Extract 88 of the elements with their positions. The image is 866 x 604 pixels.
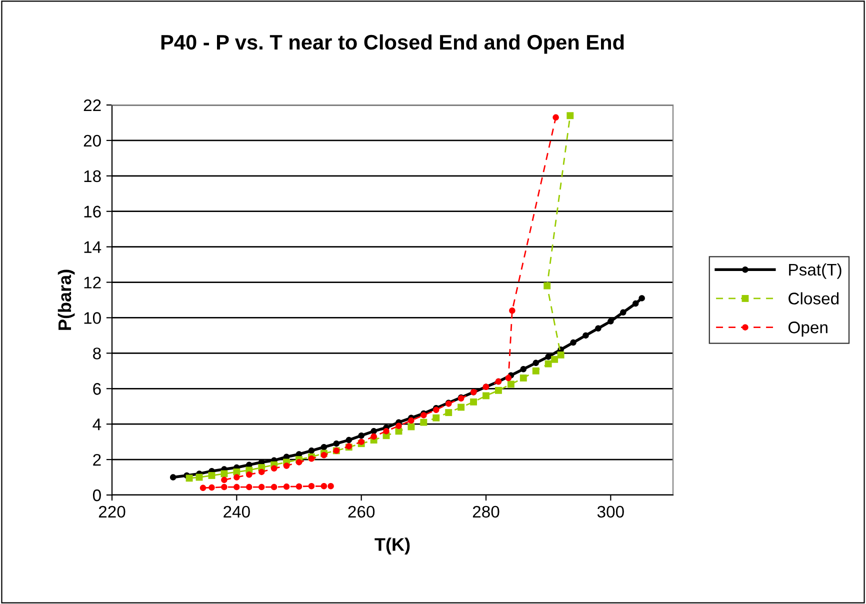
x-tick-label: 240 bbox=[224, 506, 250, 518]
point bbox=[370, 428, 377, 434]
point bbox=[320, 444, 328, 450]
y-axis-title: P(bara) bbox=[58, 270, 75, 330]
point bbox=[551, 356, 558, 363]
point bbox=[296, 483, 302, 490]
point bbox=[432, 414, 440, 422]
y-tick-label: 12 bbox=[84, 276, 101, 288]
point bbox=[552, 114, 559, 121]
point bbox=[383, 428, 390, 434]
point bbox=[270, 484, 278, 490]
point bbox=[283, 484, 290, 490]
point bbox=[408, 423, 415, 430]
point bbox=[358, 432, 364, 439]
point bbox=[520, 374, 527, 382]
chart-title: P40 - P vs. T near to Closed End and Open End bbox=[161, 34, 624, 54]
y-tick-label: 2 bbox=[93, 454, 101, 466]
point bbox=[638, 295, 645, 302]
x-tick-label: 260 bbox=[348, 506, 375, 518]
point bbox=[346, 436, 352, 444]
point bbox=[545, 354, 552, 360]
y-tick-label: 16 bbox=[84, 206, 101, 218]
point bbox=[208, 472, 216, 479]
point bbox=[566, 112, 574, 120]
y-tick-label: 0 bbox=[92, 489, 101, 502]
point bbox=[520, 366, 527, 372]
point bbox=[234, 484, 240, 490]
point bbox=[632, 300, 639, 307]
y-tick-label: 6 bbox=[93, 383, 101, 395]
x-axis-title: T(K) bbox=[374, 538, 410, 554]
point bbox=[358, 438, 364, 445]
point bbox=[220, 470, 228, 478]
point bbox=[333, 440, 340, 447]
point bbox=[494, 386, 502, 394]
point bbox=[246, 471, 252, 478]
point bbox=[557, 351, 564, 358]
point bbox=[320, 483, 328, 490]
point bbox=[582, 332, 589, 339]
point bbox=[234, 474, 240, 480]
y-tick-label: 14 bbox=[84, 241, 102, 253]
legend-label: Psat(T) bbox=[789, 263, 842, 279]
point bbox=[308, 448, 315, 454]
point bbox=[544, 282, 551, 290]
point bbox=[509, 308, 516, 314]
point bbox=[370, 433, 377, 440]
y-tick-label: 4 bbox=[92, 418, 102, 430]
point bbox=[482, 392, 490, 400]
point bbox=[296, 459, 302, 466]
point bbox=[308, 456, 315, 462]
point bbox=[408, 417, 414, 424]
y-tick-label: 20 bbox=[84, 134, 101, 147]
point bbox=[246, 484, 252, 490]
point bbox=[258, 484, 265, 490]
y-tick-label: 8 bbox=[93, 348, 101, 360]
point bbox=[570, 339, 576, 346]
point bbox=[532, 367, 540, 374]
point bbox=[505, 374, 512, 382]
legend-label: Closed bbox=[788, 292, 839, 304]
point bbox=[270, 465, 278, 472]
y-tick-label: 22 bbox=[84, 99, 101, 112]
point bbox=[445, 409, 452, 416]
point bbox=[544, 360, 552, 368]
point bbox=[308, 483, 315, 490]
point bbox=[328, 483, 334, 490]
x-tick-label: 300 bbox=[597, 506, 624, 518]
point bbox=[620, 309, 626, 316]
x-tick-label: 280 bbox=[472, 506, 500, 518]
point bbox=[507, 380, 514, 388]
point bbox=[396, 422, 402, 429]
point bbox=[221, 476, 228, 484]
x-tick-label: 220 bbox=[98, 506, 126, 518]
point bbox=[186, 474, 193, 482]
point bbox=[470, 398, 478, 406]
point bbox=[200, 484, 206, 492]
point bbox=[221, 484, 228, 490]
point bbox=[233, 468, 240, 476]
point bbox=[608, 318, 614, 324]
point bbox=[258, 468, 265, 476]
point bbox=[532, 360, 539, 366]
legend-label: Open bbox=[788, 322, 828, 337]
y-tick-label: 10 bbox=[84, 312, 101, 324]
point bbox=[595, 325, 602, 332]
point bbox=[283, 462, 290, 469]
y-tick-label: 18 bbox=[84, 170, 101, 182]
point bbox=[458, 404, 465, 411]
point bbox=[208, 484, 215, 491]
point bbox=[420, 418, 428, 426]
point bbox=[170, 474, 176, 480]
